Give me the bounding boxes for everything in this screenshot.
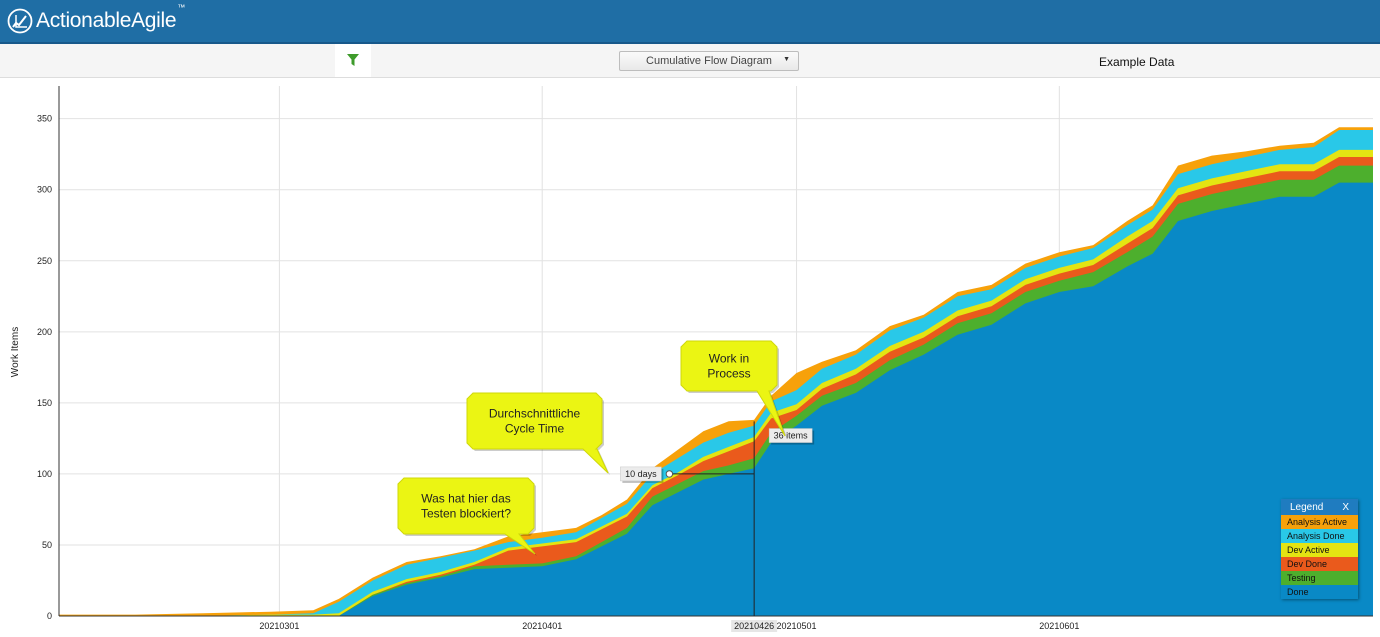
bands <box>59 127 1373 616</box>
app-logo[interactable]: ActionableAgile™ <box>7 3 185 34</box>
callout-wip-bubble <box>680 340 786 437</box>
legend-item-analysis-active[interactable]: Analysis Active <box>1281 515 1358 529</box>
wip-tag-box <box>768 428 813 443</box>
callout-testing-blocked-bubble <box>397 477 536 555</box>
cycle-time-tag-box <box>620 466 662 482</box>
hover-date-label: 20210426 <box>734 621 774 631</box>
hover-date-label-box <box>731 620 778 632</box>
legend-title: Legend <box>1290 501 1324 513</box>
logo-chart-icon <box>7 8 33 34</box>
legend: Legend X Analysis Active Analysis Done Dev… <box>1281 499 1358 599</box>
callout-testing-blocked-text: Was hat hier das <box>421 492 511 506</box>
chart-type-select-value: Cumulative Flow Diagram <box>646 55 772 67</box>
callout-cycle-time-text: Durchschnittliche <box>489 407 581 421</box>
callout-testing-blocked-text: Testen blockiert? <box>421 507 511 521</box>
callout-wip-text: Work in <box>709 352 749 366</box>
y-tick-label: 50 <box>42 540 52 550</box>
band-done <box>59 182 1373 616</box>
filter-icon <box>347 54 359 66</box>
y-tick-label: 200 <box>37 327 52 337</box>
callout-cycle-time-bubble <box>466 392 609 474</box>
legend-header: Legend X <box>1281 499 1358 515</box>
y-tick-label: 350 <box>37 114 52 124</box>
chevron-down-icon: ▼ <box>783 56 790 63</box>
x-tick-label: 20210501 <box>777 621 817 631</box>
callout-cycle-time-text: Cycle Time <box>505 422 565 436</box>
logo-trademark: ™ <box>177 3 185 12</box>
callout-wip-text: Process <box>707 367 750 381</box>
y-tick-label: 0 <box>47 611 52 621</box>
x-tick-label: 20210301 <box>259 621 299 631</box>
filter-button[interactable] <box>335 44 371 77</box>
overlay: 20210426 10 days 36 items Durchschnittliche… <box>397 340 815 632</box>
y-tick-label: 150 <box>37 398 52 408</box>
toolbar: Cumulative Flow Diagram ▼ <box>0 44 1380 78</box>
legend-item-testing[interactable]: Testing <box>1281 571 1358 585</box>
dataset-name: Example Data <box>1099 55 1175 69</box>
cycle-time-tag: 10 days <box>625 469 657 479</box>
y-axis-label: Work Items <box>10 327 21 377</box>
legend-item-dev-done[interactable]: Dev Done <box>1281 557 1358 571</box>
wip-tag: 36 items <box>774 431 809 441</box>
x-tick-label: 20210601 <box>1039 621 1079 631</box>
legend-item-dev-active[interactable]: Dev Active <box>1281 543 1358 557</box>
chart-type-select[interactable]: Cumulative Flow Diagram ▼ <box>619 51 799 71</box>
y-tick-label: 100 <box>37 469 52 479</box>
legend-items: Analysis Active Analysis Done Dev Active De… <box>1281 515 1358 599</box>
legend-item-analysis-done[interactable]: Analysis Done <box>1281 529 1358 543</box>
legend-close-button[interactable]: X <box>1342 501 1349 513</box>
y-tick-label: 250 <box>37 256 52 266</box>
y-tick-label: 300 <box>37 185 52 195</box>
cycle-time-marker <box>665 470 674 478</box>
x-tick-label: 20210401 <box>522 621 562 631</box>
legend-item-done[interactable]: Done <box>1281 585 1358 599</box>
top-bar: ActionableAgile™ <box>0 0 1380 44</box>
logo-text: ActionableAgile™ <box>36 3 185 32</box>
